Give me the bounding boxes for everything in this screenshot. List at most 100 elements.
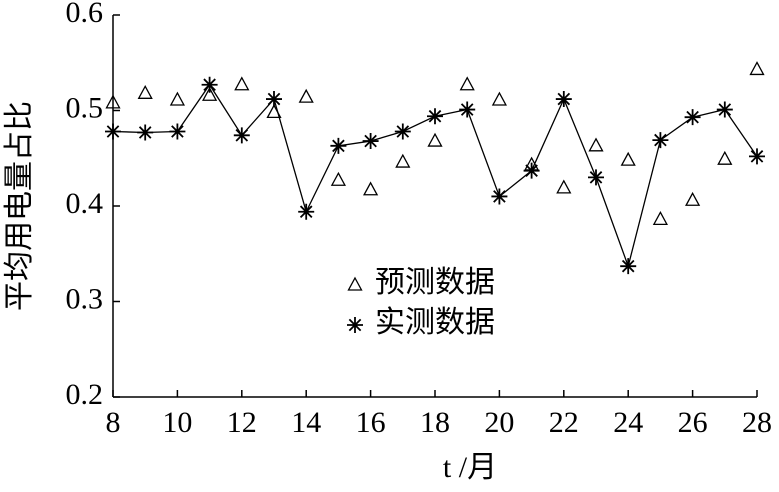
triangle	[556, 179, 572, 194]
y-tick-label: 0.4	[66, 187, 104, 220]
triangle	[459, 76, 475, 91]
triangle	[685, 191, 701, 206]
star	[298, 203, 315, 220]
star	[588, 169, 604, 186]
triangle	[298, 88, 314, 103]
star-marker	[716, 101, 733, 118]
y-tick-label: 0.6	[66, 0, 104, 29]
star	[347, 317, 363, 333]
x-axis-label: t /月	[443, 451, 497, 484]
star-marker	[266, 91, 282, 108]
y-tick-label: 0.5	[66, 91, 104, 124]
star	[362, 133, 379, 150]
triangle	[588, 137, 604, 152]
x-tick-label: 18	[420, 406, 450, 439]
triangle	[717, 150, 733, 165]
triangle	[749, 61, 765, 76]
star-marker	[491, 188, 508, 205]
star-marker	[298, 203, 315, 220]
x-tick-label: 12	[227, 406, 257, 439]
triangle-marker	[298, 88, 314, 103]
star	[491, 188, 508, 205]
star-marker	[427, 108, 443, 125]
triangle-marker	[137, 84, 153, 99]
star-marker	[394, 123, 411, 140]
star	[555, 91, 572, 108]
star-marker	[684, 109, 701, 126]
legend-marker	[347, 317, 363, 333]
triangle	[620, 151, 636, 166]
triangle	[652, 211, 668, 226]
y-tick-label: 0.2	[66, 378, 104, 411]
triangle-marker	[749, 61, 765, 76]
triangle-marker	[169, 91, 185, 106]
triangle	[491, 91, 507, 106]
x-tick-label: 8	[106, 406, 121, 439]
triangle-marker	[652, 211, 668, 226]
star	[652, 132, 669, 149]
star-marker	[749, 148, 765, 165]
star	[330, 137, 347, 154]
star-marker	[652, 132, 669, 149]
triangle-marker	[620, 151, 636, 166]
triangle-marker	[234, 76, 250, 91]
x-tick-label: 24	[613, 406, 643, 439]
triangle	[395, 153, 411, 168]
triangle	[169, 91, 185, 106]
triangle	[330, 171, 346, 186]
star-marker	[588, 169, 604, 186]
triangle-marker	[427, 132, 443, 147]
star	[233, 127, 250, 144]
y-axis-label: 平均用电量占比	[3, 101, 36, 311]
star-marker	[362, 133, 379, 150]
star-marker	[137, 124, 154, 141]
x-tick-label: 26	[678, 406, 708, 439]
x-tick-label: 22	[549, 406, 579, 439]
star-marker	[523, 162, 540, 179]
legend-label: 实测数据	[375, 306, 495, 339]
x-tick-label: 14	[291, 406, 321, 439]
triangle	[427, 132, 443, 147]
triangle	[202, 86, 218, 101]
star	[137, 124, 154, 141]
star	[523, 162, 540, 179]
star-marker	[330, 137, 347, 154]
triangle	[105, 94, 121, 109]
triangle-marker	[491, 91, 507, 106]
star-marker	[201, 76, 218, 93]
triangle-marker	[556, 179, 572, 194]
star-marker	[105, 123, 121, 140]
star-marker	[233, 127, 250, 144]
triangle-marker	[202, 86, 218, 101]
star	[201, 76, 218, 93]
triangle-marker	[105, 94, 121, 109]
star-marker	[620, 258, 637, 275]
legend-marker	[347, 276, 363, 291]
triangle	[234, 76, 250, 91]
triangle	[363, 181, 379, 196]
triangle-marker	[685, 191, 701, 206]
star	[105, 123, 121, 140]
triangle-marker	[588, 137, 604, 152]
star	[620, 258, 637, 275]
x-tick-label: 16	[356, 406, 386, 439]
triangle-marker	[717, 150, 733, 165]
star	[394, 123, 411, 140]
star-marker	[459, 101, 476, 118]
triangle-marker	[330, 171, 346, 186]
star	[266, 91, 282, 108]
triangle-marker	[459, 76, 475, 91]
legend-label: 预测数据	[375, 266, 495, 299]
triangle-marker	[395, 153, 411, 168]
triangle-marker	[363, 181, 379, 196]
star	[749, 148, 765, 165]
triangle	[347, 276, 363, 291]
y-tick-label: 0.3	[66, 282, 104, 315]
star	[427, 108, 443, 125]
star	[169, 123, 186, 140]
star-marker	[169, 123, 186, 140]
x-tick-label: 28	[742, 406, 772, 439]
triangle	[137, 84, 153, 99]
star	[684, 109, 701, 126]
